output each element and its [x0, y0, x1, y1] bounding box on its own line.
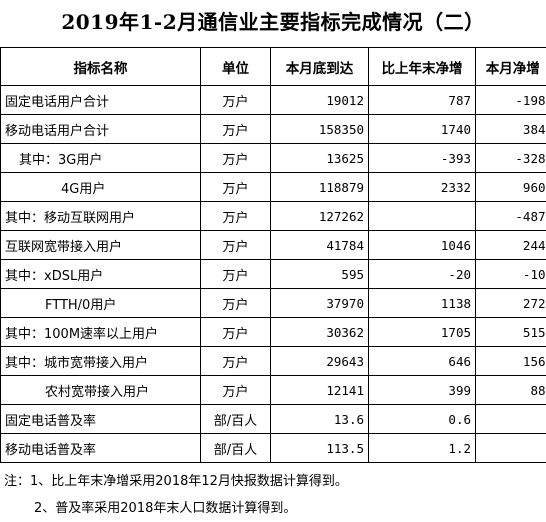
cell: 156 [475, 346, 546, 376]
cell: 787 [368, 85, 476, 115]
cell: 万户 [200, 114, 271, 144]
cell: 万户 [200, 85, 271, 115]
data-table: 指标名称 单位 本月底到达 比上年末净增 本月净增 固定电话用户合计 万户 19012 787… [0, 47, 546, 463]
cell: 127262 [270, 201, 369, 231]
cell: 万户 [200, 143, 271, 173]
cell: 万户 [200, 346, 271, 376]
cell [475, 433, 546, 463]
cell: 158350 [270, 114, 369, 144]
cell: -393 [368, 143, 476, 173]
cell: -10 [475, 259, 546, 289]
cell: 29643 [270, 346, 369, 376]
cell: 960 [475, 172, 546, 202]
cell: 万户 [200, 230, 271, 260]
row-label: 互联网宽带接入用户 [0, 230, 201, 260]
cell: 万户 [200, 317, 271, 347]
cell: 部/百人 [200, 433, 271, 463]
cell: 399 [368, 375, 476, 405]
table-row: 移动电话普及率 部/百人 113.5 1.2 [0, 433, 546, 463]
table-row: 固定电话普及率 部/百人 13.6 0.6 [0, 404, 546, 434]
table-row: 其中：xDSL用户 万户 595 -20 -10 [0, 259, 546, 289]
cell: -198 [475, 85, 546, 115]
row-label: 4G用户 [0, 172, 201, 202]
cell: 万户 [200, 288, 271, 318]
cell [475, 404, 546, 434]
cell: 1138 [368, 288, 476, 318]
table-row: FTTH/0用户 万户 37970 1138 272 [0, 288, 546, 318]
cell: 118879 [270, 172, 369, 202]
cell: 113.5 [270, 433, 369, 463]
row-label: 其中：100M速率以上用户 [0, 317, 201, 347]
row-label: 其中：城市宽带接入用户 [0, 346, 201, 376]
row-label: 农村宽带接入用户 [0, 375, 201, 405]
table-row: 其中：城市宽带接入用户 万户 29643 646 156 [0, 346, 546, 376]
cell: 1740 [368, 114, 476, 144]
cell: 1705 [368, 317, 476, 347]
table-row: 其中：100M速率以上用户 万户 30362 1705 515 [0, 317, 546, 347]
cell: -20 [368, 259, 476, 289]
cell: 88 [475, 375, 546, 405]
row-label: 其中：移动互联网用户 [0, 201, 201, 231]
cell: 37970 [270, 288, 369, 318]
table-row: 4G用户 万户 118879 2332 960 [0, 172, 546, 202]
row-label: FTTH/0用户 [0, 288, 201, 318]
table-body: 固定电话用户合计 万户 19012 787 -198 移动电话用户合计 万户 158350 17… [0, 85, 546, 463]
row-label: 其中：3G用户 [0, 143, 201, 173]
cell: 13625 [270, 143, 369, 173]
header-cell: 比上年末净增 [368, 47, 476, 86]
note: 注：1、比上年末净增采用2018年12月快报数据计算得到。 [4, 474, 348, 489]
title: 2019年1-2月通信业主要指标完成情况（二） [61, 10, 485, 34]
cell [368, 201, 476, 231]
table-row: 固定电话用户合计 万户 19012 787 -198 [0, 85, 546, 115]
table-row: 农村宽带接入用户 万户 12141 399 88 [0, 375, 546, 405]
cell: 384 [475, 114, 546, 144]
cell: 244 [475, 230, 546, 260]
note: 2、普及率采用2018年末人口数据计算得到。 [34, 501, 297, 516]
table-row: 其中：3G用户 万户 13625 -393 -328 [0, 143, 546, 173]
cell: 部/百人 [200, 404, 271, 434]
cell: 万户 [200, 259, 271, 289]
row-label: 其中：xDSL用户 [0, 259, 201, 289]
table-row: 移动电话用户合计 万户 158350 1740 384 [0, 114, 546, 144]
cell: 646 [368, 346, 476, 376]
cell: -328 [475, 143, 546, 173]
cell: 0.6 [368, 404, 476, 434]
row-label: 固定电话普及率 [0, 404, 201, 434]
header-cell: 单位 [200, 47, 271, 86]
cell: 1046 [368, 230, 476, 260]
row-label: 移动电话普及率 [0, 433, 201, 463]
header-row: 指标名称 单位 本月底到达 比上年末净增 本月净增 [0, 47, 546, 86]
cell: 1.2 [368, 433, 476, 463]
cell: 万户 [200, 375, 271, 405]
table-row: 其中：移动互联网用户 万户 127262 -487 [0, 201, 546, 231]
cell: 万户 [200, 172, 271, 202]
cell: 13.6 [270, 404, 369, 434]
cell: 万户 [200, 201, 271, 231]
header-cell: 指标名称 [0, 47, 201, 86]
cell: 41784 [270, 230, 369, 260]
header-cell: 本月净增 [475, 47, 546, 86]
cell: 19012 [270, 85, 369, 115]
cell: 12141 [270, 375, 369, 405]
row-label: 移动电话用户合计 [0, 114, 201, 144]
table-row: 互联网宽带接入用户 万户 41784 1046 244 [0, 230, 546, 260]
cell: 515 [475, 317, 546, 347]
cell: -487 [475, 201, 546, 231]
cell: 595 [270, 259, 369, 289]
cell: 272 [475, 288, 546, 318]
cell: 30362 [270, 317, 369, 347]
header-cell: 本月底到达 [270, 47, 369, 86]
cell: 2332 [368, 172, 476, 202]
row-label: 固定电话用户合计 [0, 85, 201, 115]
